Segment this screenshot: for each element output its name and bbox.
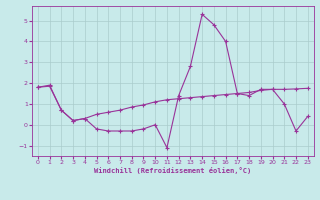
X-axis label: Windchill (Refroidissement éolien,°C): Windchill (Refroidissement éolien,°C) — [94, 167, 252, 174]
